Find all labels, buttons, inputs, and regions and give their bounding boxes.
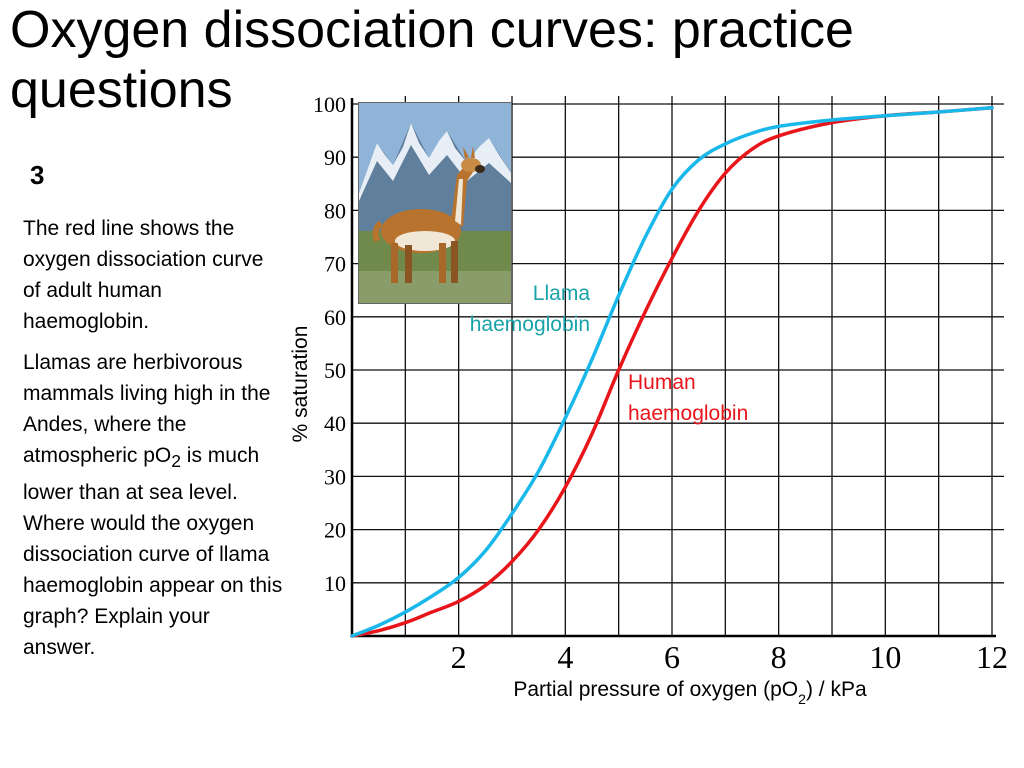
llama-curve-label-line1: Llama — [533, 282, 591, 305]
x-tick-label: 12 — [976, 639, 1008, 675]
x-tick-label: 2 — [451, 639, 467, 675]
chart-axes — [350, 98, 996, 638]
chart-grid — [352, 96, 1004, 636]
photo-foreground — [359, 271, 511, 303]
y-axis-title: % saturation — [289, 326, 312, 443]
x-tick-labels: 2 4 6 8 10 12 — [451, 639, 1008, 675]
photo-snow — [359, 123, 511, 201]
llama-photo — [358, 102, 512, 304]
y-tick-label: 70 — [324, 252, 346, 277]
x-tick-label: 8 — [771, 639, 787, 675]
human-curve-label-line1: Human — [628, 371, 696, 394]
y-tick-label: 80 — [324, 198, 346, 223]
y-tick-label: 90 — [324, 145, 346, 170]
question-paragraph-2: Llamas are herbivorous mammals living hi… — [23, 347, 285, 663]
question-paragraph-1: The red line shows the oxygen dissociati… — [23, 217, 264, 333]
y-tick-label: 60 — [324, 305, 346, 330]
x-tick-label: 10 — [869, 639, 901, 675]
x-axis-title-end: ) / kPa — [806, 678, 867, 701]
y-tick-label: 10 — [324, 571, 346, 596]
chart-curves — [350, 105, 994, 638]
y-tick-label: 30 — [324, 464, 346, 489]
y-tick-label: 20 — [324, 518, 346, 543]
y-tick-labels: 10 20 30 40 50 60 70 80 90 100 — [313, 92, 346, 596]
photo-mountains — [359, 123, 511, 233]
question-text: The red line shows the oxygen dissociati… — [23, 213, 285, 673]
question-number: 3 — [30, 160, 45, 190]
question-paragraph-2-start: Llamas are herbivorous mammals living hi… — [23, 351, 271, 467]
x-tick-label: 4 — [557, 639, 573, 675]
llama-illustration — [359, 103, 511, 303]
y-tick-label: 50 — [324, 358, 346, 383]
human-curve-label-line2: haemoglobin — [628, 402, 748, 425]
human-haemoglobin-curve — [350, 105, 994, 638]
x-axis-title-subscript: 2 — [798, 691, 806, 707]
x-tick-label: 6 — [664, 639, 680, 675]
question-paragraph-2-subscript: 2 — [171, 451, 181, 472]
llama-figure — [372, 146, 485, 283]
y-tick-label: 40 — [324, 411, 346, 436]
question-paragraph-2-end: is much lower than at sea level. Where w… — [23, 444, 283, 660]
y-tick-label: 100 — [313, 92, 346, 117]
slide-title: Oxygen dissociation curves: practice que… — [10, 1, 854, 119]
llama-curve-label-line2: haemoglobin — [470, 313, 590, 336]
llama-haemoglobin-curve — [350, 105, 994, 638]
x-axis-title: Partial pressure of oxygen (pO2) / kPa — [513, 678, 867, 707]
x-axis-title-main: Partial pressure of oxygen (pO — [513, 678, 798, 701]
